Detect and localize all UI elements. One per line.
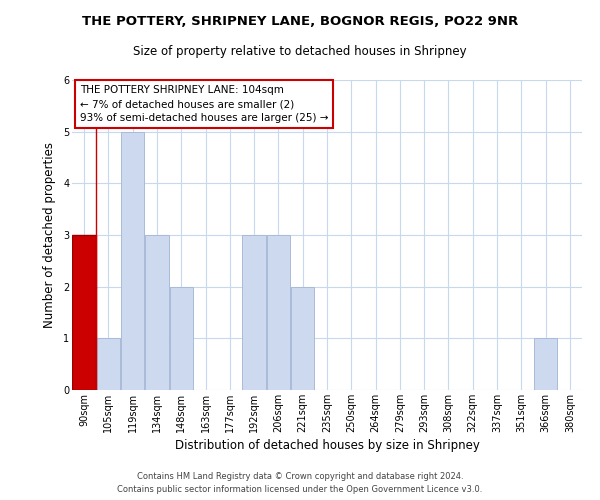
Text: THE POTTERY SHRIPNEY LANE: 104sqm
← 7% of detached houses are smaller (2)
93% of: THE POTTERY SHRIPNEY LANE: 104sqm ← 7% o…	[80, 84, 328, 124]
Bar	[73, 235, 96, 390]
Y-axis label: Number of detached properties: Number of detached properties	[43, 142, 56, 328]
Text: Contains public sector information licensed under the Open Government Licence v3: Contains public sector information licen…	[118, 485, 482, 494]
Text: Contains HM Land Registry data © Crown copyright and database right 2024.: Contains HM Land Registry data © Crown c…	[137, 472, 463, 481]
Text: THE POTTERY, SHRIPNEY LANE, BOGNOR REGIS, PO22 9NR: THE POTTERY, SHRIPNEY LANE, BOGNOR REGIS…	[82, 15, 518, 28]
Bar	[291, 286, 314, 390]
Bar	[145, 235, 169, 390]
X-axis label: Distribution of detached houses by size in Shripney: Distribution of detached houses by size …	[175, 439, 479, 452]
Text: Size of property relative to detached houses in Shripney: Size of property relative to detached ho…	[133, 45, 467, 58]
Bar	[242, 235, 266, 390]
Bar	[266, 235, 290, 390]
Bar	[170, 286, 193, 390]
Bar	[97, 338, 120, 390]
Bar	[121, 132, 145, 390]
Bar	[534, 338, 557, 390]
